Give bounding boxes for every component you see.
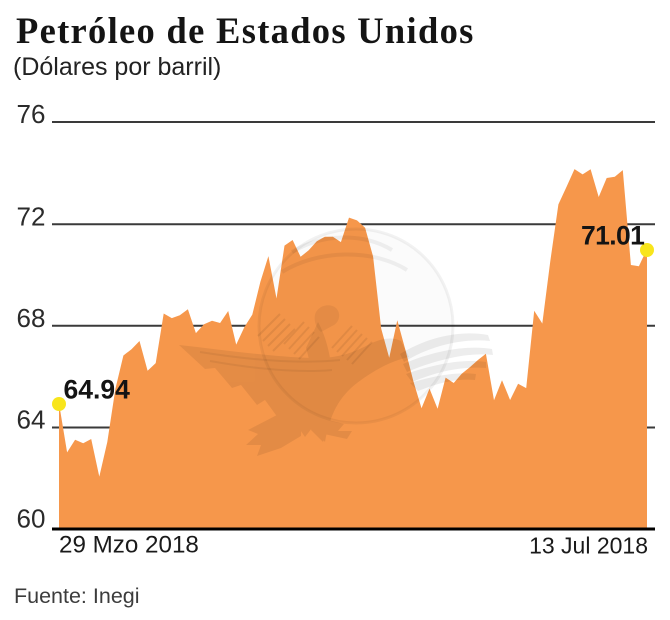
svg-text:(Dólares por barril): (Dólares por barril) <box>13 53 221 81</box>
svg-text:13 Jul 2018: 13 Jul 2018 <box>529 533 648 559</box>
svg-text:71.01: 71.01 <box>581 221 644 251</box>
svg-text:72: 72 <box>17 201 46 231</box>
svg-text:Fuente: Inegi: Fuente: Inegi <box>14 584 140 608</box>
svg-text:64: 64 <box>17 404 46 434</box>
svg-text:Petróleo de Estados Unidos: Petróleo de Estados Unidos <box>16 10 475 51</box>
svg-text:29 Mzo 2018: 29 Mzo 2018 <box>59 532 199 559</box>
svg-text:60: 60 <box>17 503 46 533</box>
svg-text:68: 68 <box>17 303 46 333</box>
svg-text:76: 76 <box>17 99 46 129</box>
svg-text:64.94: 64.94 <box>64 375 131 405</box>
